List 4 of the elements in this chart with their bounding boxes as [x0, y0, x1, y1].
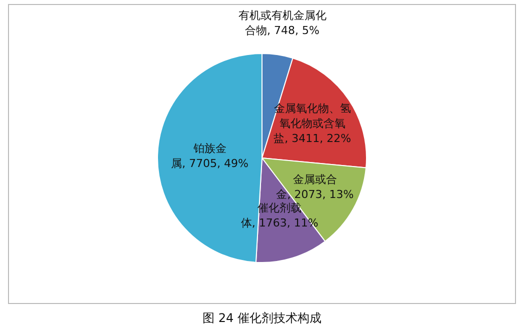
slice-label: 有机或有机金属化合物, 748, 5%: [238, 9, 326, 38]
text: 图 24 催化剂技术构成: [202, 310, 322, 327]
slice-label: 金属或合金, 2073, 13%: [276, 172, 354, 201]
slice-label: 铂族金属, 7705, 49%: [171, 142, 248, 170]
